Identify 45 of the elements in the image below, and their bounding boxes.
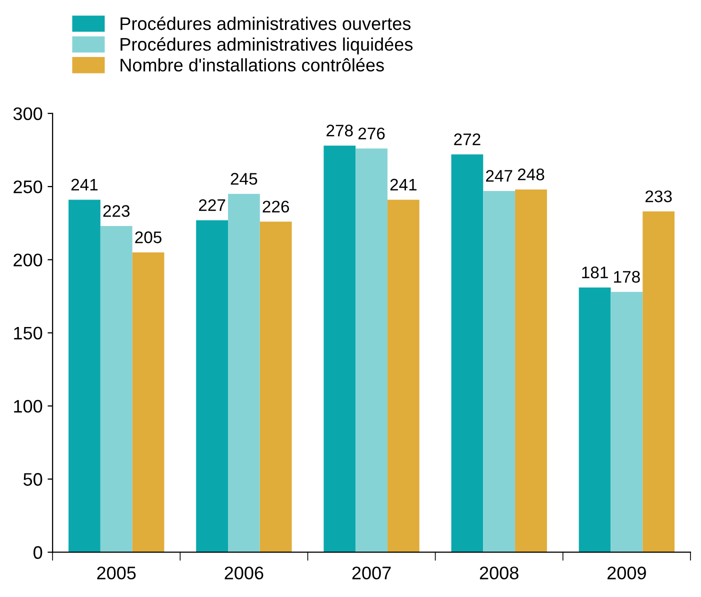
data-label: 245	[230, 172, 258, 185]
data-label: 241	[390, 178, 417, 190]
bar	[642, 211, 675, 552]
y-tick-label: 200	[14, 254, 42, 266]
x-tick-label: 2005	[97, 566, 136, 580]
data-label: 233	[646, 190, 672, 202]
bar	[515, 189, 547, 552]
data-label: 178	[614, 270, 640, 283]
bar	[228, 194, 260, 552]
legend-label: Procédures administratives liquidées	[120, 37, 413, 54]
bar	[132, 252, 164, 552]
data-label: 181	[582, 266, 608, 278]
data-label: 227	[198, 199, 226, 211]
data-label: 205	[135, 231, 162, 244]
x-tick-label: 2006	[224, 566, 264, 580]
bar	[610, 292, 643, 552]
y-tick-label: 50	[23, 473, 42, 486]
legend-label: Procédures administratives ouvertes	[120, 16, 411, 30]
y-tick-label: 100	[14, 400, 42, 413]
bar	[578, 287, 611, 552]
data-label: 223	[103, 205, 130, 217]
bar	[356, 148, 388, 552]
bar	[387, 200, 420, 552]
y-tick-label: 0	[34, 546, 42, 559]
x-tick-label: 2009	[608, 566, 646, 580]
data-label: 248	[518, 168, 544, 180]
x-tick-label: 2007	[352, 566, 391, 580]
bar	[324, 146, 356, 552]
bar	[260, 222, 292, 552]
bar	[196, 220, 228, 552]
y-tick-label: 300	[13, 107, 42, 120]
y-tick-label: 250	[14, 180, 42, 194]
bar	[68, 200, 100, 552]
bar	[100, 226, 132, 552]
x-tick-label: 2008	[480, 566, 518, 580]
legend-label: Nombre d'installations contrôlées	[120, 58, 384, 72]
data-label: 226	[262, 200, 290, 213]
data-label: 272	[454, 133, 480, 146]
data-label: 247	[486, 170, 512, 182]
bar	[483, 190, 516, 552]
data-label: 276	[358, 128, 385, 140]
y-tick-label: 150	[14, 326, 42, 340]
data-label: 241	[71, 178, 98, 190]
data-label: 278	[326, 124, 353, 136]
bar	[451, 154, 484, 552]
